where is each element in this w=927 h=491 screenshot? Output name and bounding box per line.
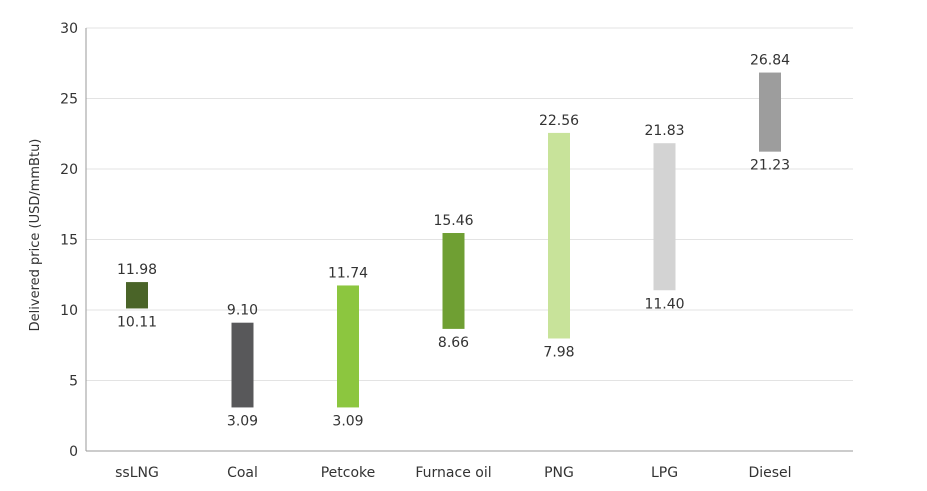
high-value-label: 22.56 (539, 113, 579, 129)
y-tick-label: 25 (60, 92, 78, 108)
data-labels: 11.98 10.11 9.10 3.09 11.74 3.09 15.46 8.66 22.5… (117, 53, 790, 430)
range-bar (442, 233, 465, 329)
bars (126, 72, 781, 408)
range-bar (548, 132, 570, 339)
low-value-label: 3.09 (332, 413, 363, 429)
low-value-label: 3.09 (227, 413, 258, 429)
category-label: ssLNG (115, 465, 159, 481)
high-value-label: 9.10 (227, 303, 258, 319)
high-value-label: 11.74 (328, 265, 368, 281)
y-tick-labels: 0 5 10 15 20 25 30 (60, 21, 78, 460)
category-label: PNG (544, 465, 574, 481)
range-bar (337, 285, 359, 408)
y-tick-label: 15 (60, 233, 78, 249)
y-tick-label: 10 (60, 303, 78, 319)
gridlines (86, 27, 853, 381)
category-label: Furnace oil (415, 465, 491, 481)
low-value-label: 7.98 (543, 344, 574, 360)
y-tick-label: 5 (69, 374, 78, 390)
category-label: Petcoke (321, 465, 376, 481)
range-bar (231, 322, 254, 408)
category-labels: ssLNG Coal Petcoke Furnace oil PNG LPG Diesel (115, 465, 791, 481)
range-bar (653, 143, 676, 291)
category-label: LPG (651, 465, 678, 481)
high-value-label: 26.84 (750, 53, 790, 69)
low-value-label: 11.40 (644, 296, 684, 312)
low-value-label: 8.66 (438, 335, 469, 351)
high-value-label: 11.98 (117, 262, 157, 278)
low-value-label: 21.23 (750, 158, 790, 174)
high-value-label: 21.83 (644, 123, 684, 139)
category-label: Coal (227, 465, 258, 481)
y-axis-title: Delivered price (USD/mmBtu) (28, 139, 43, 332)
low-value-label: 10.11 (117, 314, 157, 330)
high-value-label: 15.46 (433, 213, 473, 229)
y-tick-label: 30 (60, 21, 78, 37)
range-bar (759, 72, 781, 152)
range-bar (126, 282, 148, 309)
y-tick-label: 0 (69, 444, 78, 460)
category-label: Diesel (748, 465, 791, 481)
y-tick-label: 20 (60, 162, 78, 178)
